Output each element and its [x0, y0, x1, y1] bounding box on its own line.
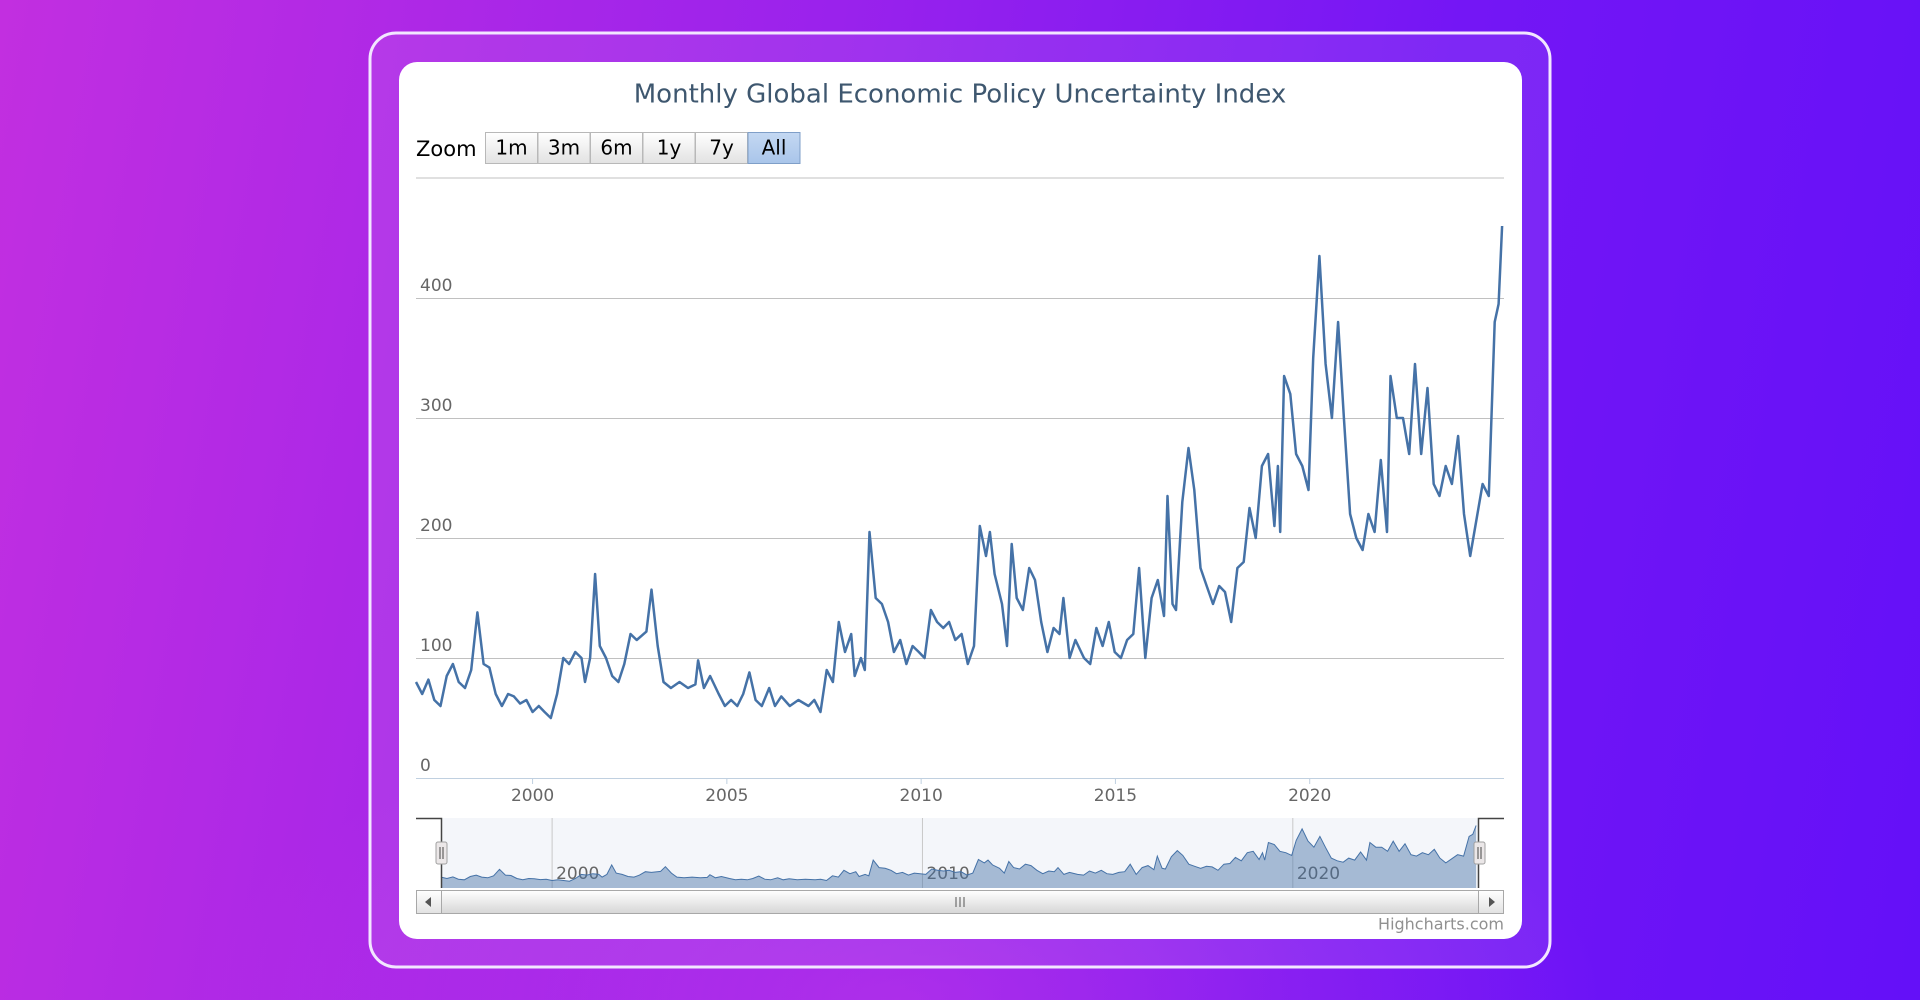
y-tick-label: 400 [420, 276, 452, 296]
button-label[interactable]: 1y [657, 136, 682, 160]
x-tick-label: 2000 [511, 786, 554, 806]
arrow-left [425, 897, 431, 907]
button-bg[interactable] [747, 132, 801, 164]
button-bg[interactable] [695, 132, 748, 164]
x-tick-label: 2020 [1288, 786, 1331, 806]
range-button[interactable]: 3m [537, 132, 591, 164]
range-button[interactable]: 7y [695, 132, 748, 164]
button-label[interactable]: All [762, 136, 787, 160]
y-tick-label: 100 [420, 636, 452, 656]
y-tick-label: 0 [420, 756, 431, 776]
navigator-tick-label: 2020 [1297, 864, 1340, 884]
button-label[interactable]: 7y [709, 136, 734, 160]
navigator-handle-right[interactable] [1473, 841, 1486, 865]
navigator-tick-label: 2010 [926, 864, 969, 884]
navigator-outline [416, 817, 1504, 888]
handle[interactable] [435, 841, 448, 865]
navigator-tick-label: 2000 [556, 864, 599, 884]
range-buttons: 1m 3m 6m 1y 7y All [485, 132, 801, 164]
navigator-handle-left[interactable] [435, 841, 448, 865]
button-label[interactable]: 1m [495, 136, 527, 160]
x-tick-label: 2015 [1094, 786, 1137, 806]
navigator-mask [441, 818, 1478, 888]
navigator: 2000 2010 2020 [440, 818, 1478, 888]
x-tick-label: 2005 [705, 786, 748, 806]
y-tick-label: 200 [420, 516, 452, 536]
x-tick-label: 2010 [900, 786, 943, 806]
credits[interactable]: Highcharts.com [1378, 915, 1504, 934]
scrollbar [416, 890, 1504, 914]
chart-title: Monthly Global Economic Policy Uncertain… [634, 80, 1287, 110]
button-bg[interactable] [537, 132, 591, 164]
button-label[interactable]: 3m [548, 136, 580, 160]
range-button[interactable]: All [747, 132, 801, 164]
plot [414, 225, 1504, 720]
y-tick-label: 300 [420, 396, 452, 416]
data-line [414, 225, 1504, 720]
handle[interactable] [1473, 841, 1486, 865]
button-bg[interactable] [590, 132, 643, 164]
arrow-right [1489, 897, 1495, 907]
button-bg[interactable] [642, 132, 696, 164]
range-button[interactable]: 6m [590, 132, 643, 164]
navigator-area [441, 825, 1477, 888]
navigator-line [440, 825, 1477, 882]
button-bg[interactable] [485, 132, 538, 164]
scrollbar-grip [955, 897, 965, 907]
range-button[interactable]: 1m [485, 132, 538, 164]
grid: 0 100 200 300 400 2000 2005 2010 2015 2020 [416, 276, 1504, 806]
zoom-label: Zoom [416, 137, 477, 161]
chart-card [399, 62, 1522, 939]
button-label[interactable]: 6m [600, 136, 632, 160]
range-button[interactable]: 1y [642, 132, 696, 164]
